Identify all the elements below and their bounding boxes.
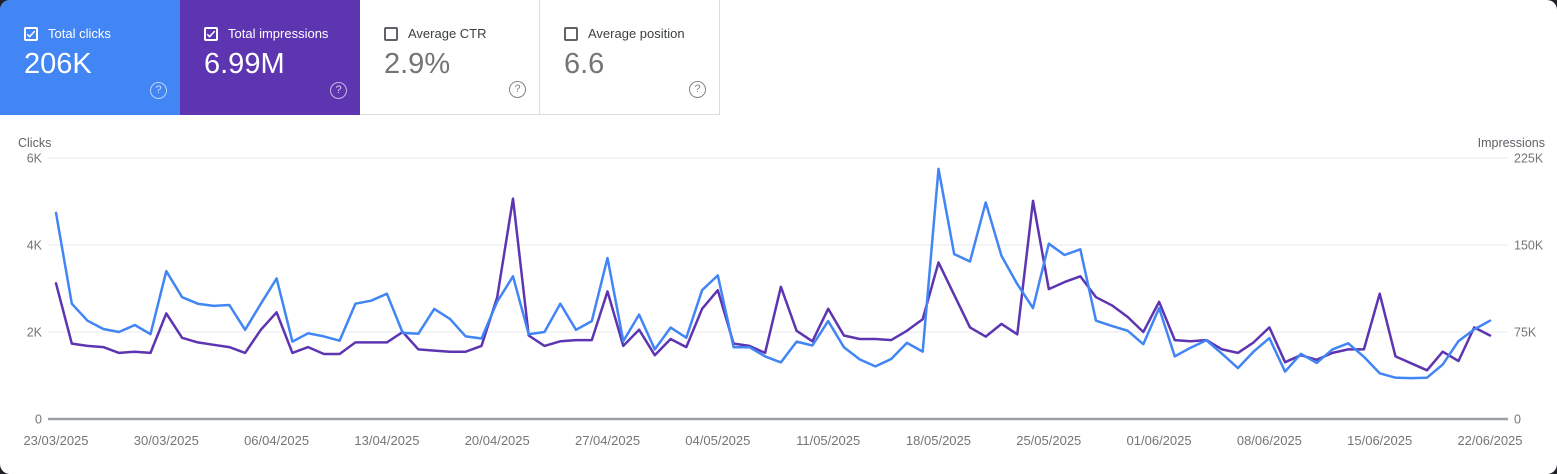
metric-card-total-impressions[interactable]: Total impressions 6.99M ? [180, 0, 360, 115]
checkbox-unchecked-icon[interactable] [564, 26, 578, 41]
metric-card-header: Average CTR [384, 26, 487, 41]
help-icon[interactable]: ? [150, 82, 167, 99]
x-axis-label: 04/05/2025 [685, 433, 750, 448]
left-axis-title: Clicks [18, 136, 52, 150]
total-impressions-line [54, 197, 1492, 372]
right-axis-tick-label: 75K [1514, 326, 1537, 340]
x-axis-label: 01/06/2025 [1127, 433, 1192, 448]
metric-label: Average position [588, 26, 685, 41]
metric-value: 206K [24, 48, 92, 80]
left-axis-tick-label: 4K [27, 239, 43, 253]
metric-card-total-clicks[interactable]: Total clicks 206K ? [0, 0, 180, 115]
metric-value: 6.99M [204, 48, 285, 80]
right-axis-tick-label: 0 [1514, 413, 1521, 427]
left-axis-tick-label: 2K [27, 326, 43, 340]
x-axis-label: 22/06/2025 [1457, 433, 1522, 448]
x-axis-label: 23/03/2025 [23, 433, 88, 448]
metric-label: Average CTR [408, 26, 487, 41]
checkbox-checked-icon[interactable] [204, 26, 218, 41]
metric-card-header: Average position [564, 26, 685, 41]
right-axis-title: Impressions [1477, 136, 1545, 150]
x-axis-label: 20/04/2025 [465, 433, 530, 448]
metric-label: Total clicks [48, 26, 111, 41]
metric-card-average-ctr[interactable]: Average CTR 2.9% ? [360, 0, 540, 115]
x-axis-label: 11/05/2025 [796, 433, 860, 448]
metric-card-average-position[interactable]: Average position 6.6 ? [540, 0, 720, 115]
checkbox-checked-icon[interactable] [24, 26, 38, 41]
metric-card-header: Total clicks [24, 26, 111, 41]
x-axis-label: 13/04/2025 [354, 433, 419, 448]
metric-value: 6.6 [564, 48, 605, 80]
x-axis-label: 06/04/2025 [244, 433, 309, 448]
metric-label: Total impressions [228, 26, 329, 41]
x-axis-label: 27/04/2025 [575, 433, 640, 448]
help-icon[interactable]: ? [689, 81, 706, 98]
left-axis-tick-label: 0 [35, 413, 42, 427]
metric-value: 2.9% [384, 48, 451, 80]
metric-card-header: Total impressions [204, 26, 328, 41]
x-axis-label: 25/05/2025 [1016, 433, 1081, 448]
left-axis-tick-label: 6K [27, 152, 43, 166]
right-axis-tick-label: 225K [1514, 152, 1544, 166]
x-axis-label: 30/03/2025 [134, 433, 199, 448]
total-clicks-line [54, 167, 1492, 380]
checkbox-unchecked-icon[interactable] [384, 26, 398, 41]
x-axis-label: 08/06/2025 [1237, 433, 1302, 448]
help-icon[interactable]: ? [509, 81, 526, 98]
x-axis-label: 15/06/2025 [1347, 433, 1412, 448]
metric-cards: Total clicks 206K ? Total impressions 6.… [0, 0, 720, 115]
right-axis-tick-label: 150K [1514, 239, 1544, 253]
help-icon[interactable]: ? [330, 82, 347, 99]
x-axis-label: 18/05/2025 [906, 433, 971, 448]
